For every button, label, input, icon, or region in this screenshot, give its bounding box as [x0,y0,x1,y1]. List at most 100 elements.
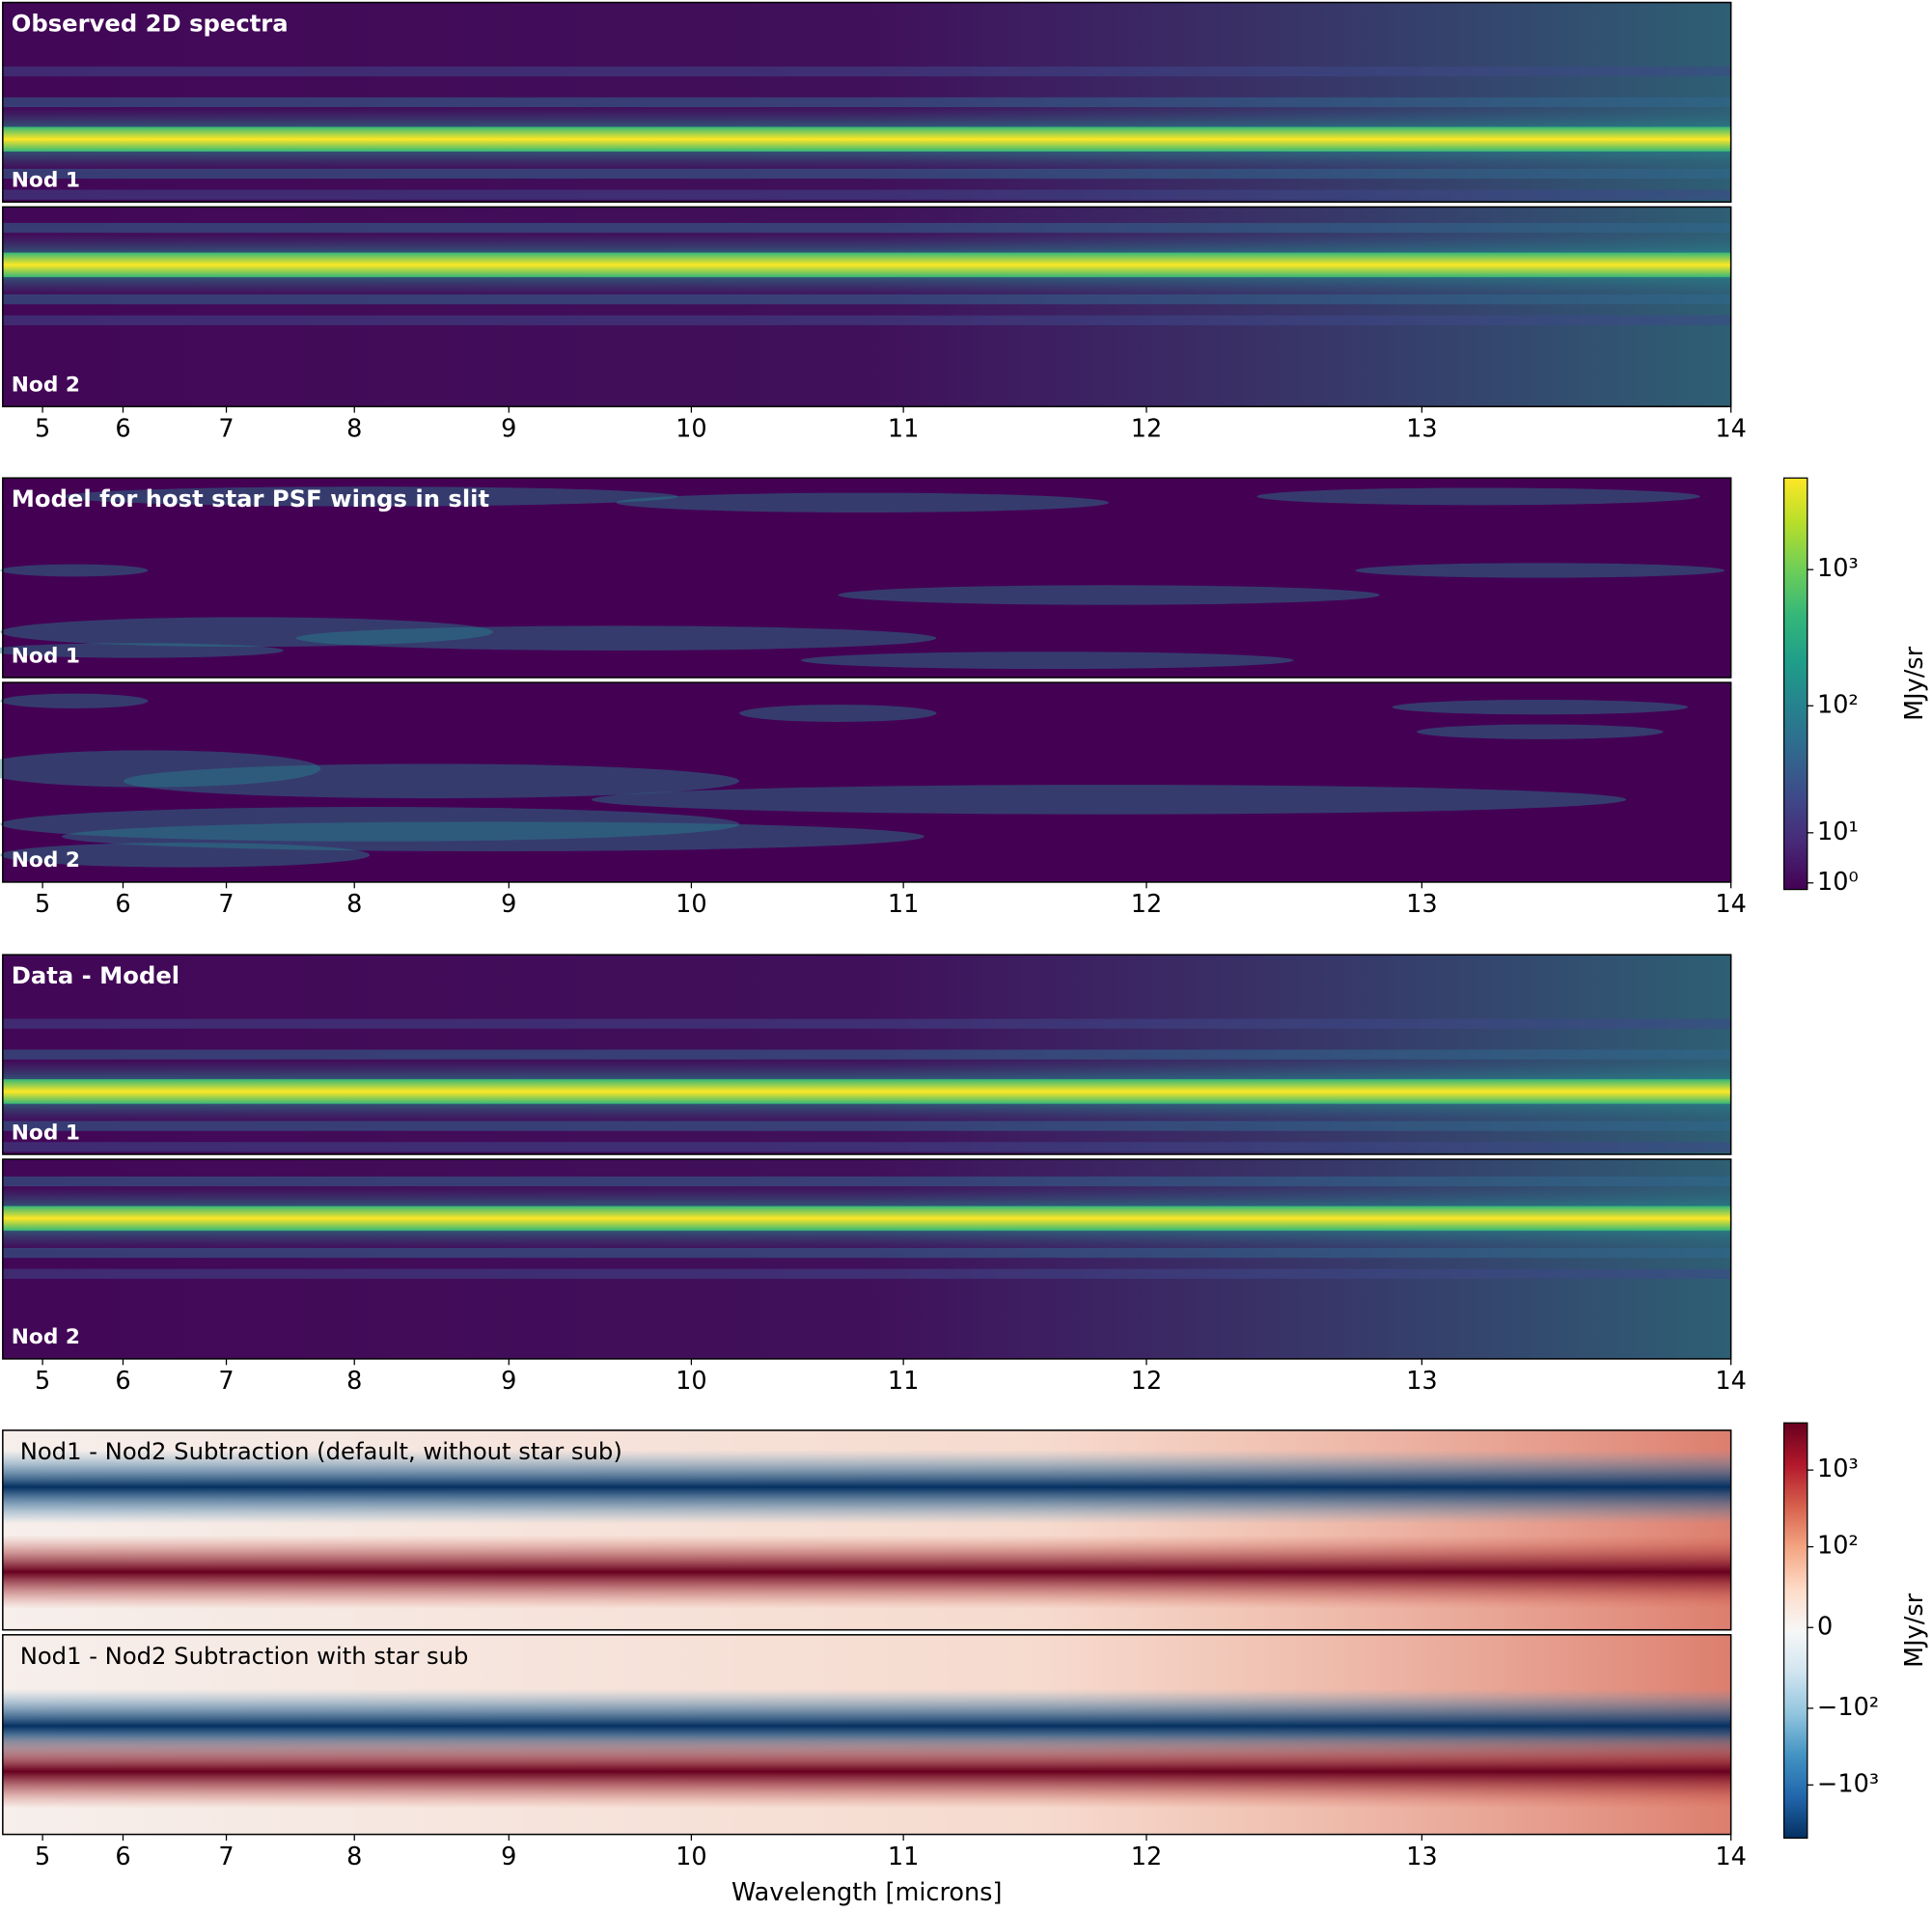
x-tick-label: 7 [218,414,234,443]
x-tick-label: 11 [888,414,919,443]
panel-label: Nod 2 [12,1325,80,1349]
colorbar-tick-label: 10⁰ [1817,868,1859,897]
heatmap [2,955,1731,1155]
colorbar-tick-label: 10³ [1817,554,1859,583]
heatmap-blob [62,486,678,507]
x-tick-label: 9 [501,1843,516,1871]
x-tick-label: 6 [115,414,130,443]
x-tick-label: 12 [1131,414,1162,443]
heatmap-band [2,1450,1731,1524]
heatmap-band [2,1248,1731,1259]
heatmap-blob [616,492,1110,513]
x-tick-label: 6 [115,1367,130,1396]
panel-frame [2,477,1732,679]
panel-label: Nod 1 [12,169,80,193]
heatmap [2,1159,1731,1359]
heatmap [0,682,1731,882]
heatmap-blob [739,705,937,722]
panel-frame [2,1158,1732,1360]
x-tick-label: 8 [346,414,362,443]
colorbar-tick-label: 0 [1817,1612,1833,1641]
panel-frame [2,954,1732,1155]
x-tick-label: 10 [676,414,706,443]
x-tick-label: 13 [1406,414,1437,443]
x-tick-label: 10 [676,1367,706,1396]
x-tick-label: 13 [1406,1843,1437,1871]
heatmap [0,478,1731,679]
x-tick-label: 14 [1715,414,1746,443]
x-tick-label: 8 [346,1367,362,1396]
x-tick-label: 7 [218,890,234,919]
heatmap-blob [1256,487,1700,506]
heatmap-background [2,682,1731,882]
x-tick-label: 5 [35,1843,50,1871]
heatmap-blob [0,807,740,842]
heatmap-blob [1417,724,1664,739]
heatmap-blob [0,617,493,648]
panel-frame [2,1429,1732,1631]
heatmap-blob [295,625,937,651]
heatmap-blob [0,564,149,577]
colorbar [1782,1422,1808,1840]
panel-frame [2,206,1732,407]
x-tick-label: 8 [346,1843,362,1871]
colorbar-label: MJy/sr [1900,1593,1929,1668]
colorbar-tick-label: −10³ [1817,1769,1879,1798]
heatmap-core [2,126,1731,152]
heatmap-core [2,252,1731,278]
heatmap [2,1634,1731,1835]
heatmap [2,2,1731,203]
heatmap-blob [1392,700,1688,715]
x-tick-label: 12 [1131,890,1162,919]
x-tick-label: 5 [35,414,50,443]
x-tick-label: 7 [218,1843,234,1871]
heatmap-background [2,478,1731,679]
colorbar-tick-label: 10¹ [1817,817,1859,846]
panel-title: Data - Model [12,961,179,989]
x-tick-label: 9 [501,414,516,443]
x-tick-label: 5 [35,890,50,919]
x-tick-label: 13 [1406,1367,1437,1396]
heatmap-blob [0,750,321,788]
heatmap-blob [591,785,1627,815]
panel-label: Nod 1 [12,1121,80,1145]
heatmap-band [2,315,1731,325]
panel-group: Nod 1 Nod 2 Observed 2D spectra 5 6 7 8 9 10 11 12… [2,1,1747,443]
x-tick-label: 10 [676,890,706,919]
heatmap-blob [838,585,1380,605]
heatmap-blob [800,651,1294,670]
heatmap-blob [0,843,371,868]
heatmap-blob [123,763,740,799]
x-tick-label: 6 [115,1843,130,1871]
x-tick-label: 7 [218,1367,234,1396]
colorbar-label: MJy/sr [1900,646,1929,721]
x-tick-label: 14 [1715,890,1746,919]
panel-title: Nod1 - Nod2 Subtraction (default, withou… [20,1437,622,1465]
x-tick-label: 6 [115,890,130,919]
colorbar-tick-label: 10² [1817,1532,1859,1561]
heatmap-band [2,1734,1731,1809]
heatmap [2,1429,1731,1630]
x-tick-label: 5 [35,1367,50,1396]
panel-title: Nod1 - Nod2 Subtraction with star sub [20,1642,469,1670]
x-tick-label: 13 [1406,890,1437,919]
heatmap-blob [0,693,149,708]
colorbar-tick-label: 10² [1817,690,1859,719]
x-tick-label: 8 [346,890,362,919]
heatmap [2,207,1731,407]
panel-label: Nod 2 [12,374,80,398]
panel-title: Model for host star PSF wings in slit [12,485,490,513]
heatmap-band [2,1049,1731,1060]
heatmap-band [2,1535,1731,1610]
heatmap-band [2,294,1731,305]
x-tick-label: 12 [1131,1367,1162,1396]
colorbar [1782,477,1808,891]
panel-frame [2,681,1732,883]
panel-group: Nod1 - Nod2 Subtraction (default, withou… [2,1422,1929,1907]
x-axis-label: Wavelength [microns] [731,1878,1002,1907]
x-tick-label: 9 [501,890,516,919]
panel-label: Nod 2 [12,848,80,873]
heatmap-blob [62,821,925,852]
x-tick-label: 12 [1131,1843,1162,1871]
